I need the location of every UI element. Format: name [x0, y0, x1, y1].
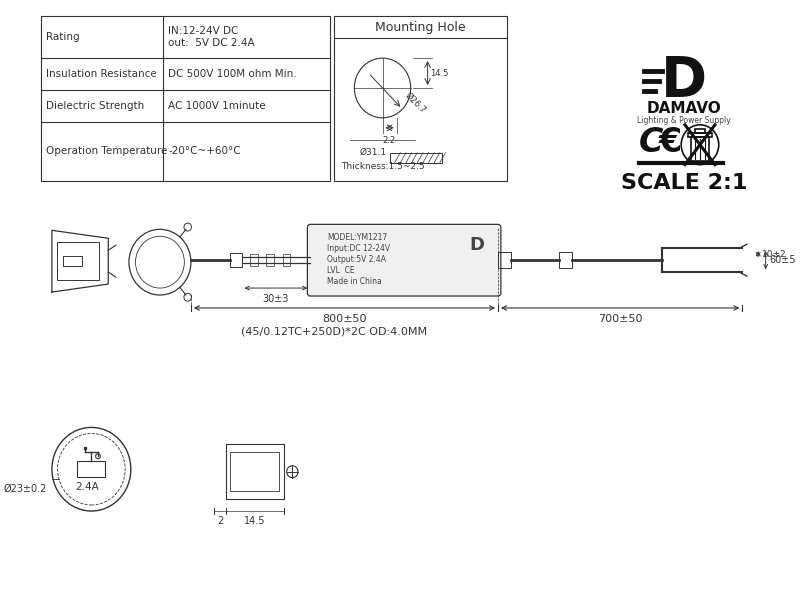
- Text: €: €: [658, 126, 682, 159]
- Text: 700±50: 700±50: [598, 314, 642, 324]
- Bar: [41, 16, 330, 181]
- Text: 2: 2: [217, 516, 223, 526]
- Text: SCALE 2:1: SCALE 2:1: [621, 173, 747, 193]
- FancyBboxPatch shape: [307, 224, 501, 296]
- Bar: [63, 256, 82, 266]
- Text: LVL  CE: LVL CE: [327, 266, 354, 275]
- Text: Lighting & Power Supply: Lighting & Power Supply: [637, 116, 731, 125]
- Text: Ø26.7: Ø26.7: [404, 91, 428, 115]
- Text: MODEL:YM1217: MODEL:YM1217: [327, 233, 387, 242]
- Text: (45/0.12TC+250D)*2C OD:4.0MM: (45/0.12TC+250D)*2C OD:4.0MM: [241, 327, 426, 337]
- Bar: [78, 461, 106, 477]
- Text: D: D: [661, 54, 707, 108]
- Text: 30±3: 30±3: [262, 294, 289, 304]
- Text: 14.5: 14.5: [244, 516, 266, 526]
- Bar: [695, 129, 705, 133]
- Text: Output:5V 2.4A: Output:5V 2.4A: [327, 254, 386, 263]
- Text: Thickness:1.5~2.5: Thickness:1.5~2.5: [342, 161, 425, 170]
- Text: Mounting Hole: Mounting Hole: [375, 21, 466, 34]
- Bar: [688, 133, 712, 137]
- Text: DC 500V 100M ohm Min.: DC 500V 100M ohm Min.: [168, 69, 297, 79]
- Bar: [283, 254, 290, 266]
- Text: 2.2: 2.2: [382, 136, 396, 145]
- Text: 60±5: 60±5: [770, 255, 796, 265]
- Bar: [390, 152, 442, 163]
- Text: C: C: [639, 126, 663, 159]
- Bar: [498, 252, 511, 268]
- Text: 800±50: 800±50: [322, 314, 367, 324]
- Text: Rating: Rating: [46, 32, 80, 42]
- Text: D: D: [470, 236, 485, 254]
- Text: Ø23±0.2: Ø23±0.2: [4, 484, 47, 494]
- Text: Input:DC 12-24V: Input:DC 12-24V: [327, 244, 390, 253]
- Bar: [334, 16, 507, 181]
- Text: AC 1000V 1minute: AC 1000V 1minute: [168, 101, 266, 111]
- Text: 2.4A: 2.4A: [74, 482, 98, 492]
- Text: Insulation Resistance: Insulation Resistance: [46, 69, 157, 79]
- Bar: [690, 137, 710, 161]
- Text: -20°C~+60°C: -20°C~+60°C: [168, 146, 241, 156]
- Bar: [266, 254, 274, 266]
- Text: Operation Temperature: Operation Temperature: [46, 146, 168, 156]
- Bar: [230, 452, 279, 491]
- Bar: [84, 447, 86, 449]
- Bar: [559, 252, 572, 268]
- Bar: [250, 254, 258, 266]
- Text: Ø31.1: Ø31.1: [359, 148, 386, 157]
- Text: 10±2: 10±2: [762, 250, 786, 259]
- Text: IN:12-24V DC
out:  5V DC 2.4A: IN:12-24V DC out: 5V DC 2.4A: [168, 26, 255, 48]
- Text: DAMAVO: DAMAVO: [646, 101, 722, 116]
- Bar: [57, 242, 99, 280]
- Text: Made in China: Made in China: [327, 277, 382, 286]
- Bar: [230, 253, 242, 267]
- Text: Dielectric Strength: Dielectric Strength: [46, 101, 145, 111]
- Text: 14.5: 14.5: [430, 68, 449, 77]
- Bar: [226, 445, 284, 499]
